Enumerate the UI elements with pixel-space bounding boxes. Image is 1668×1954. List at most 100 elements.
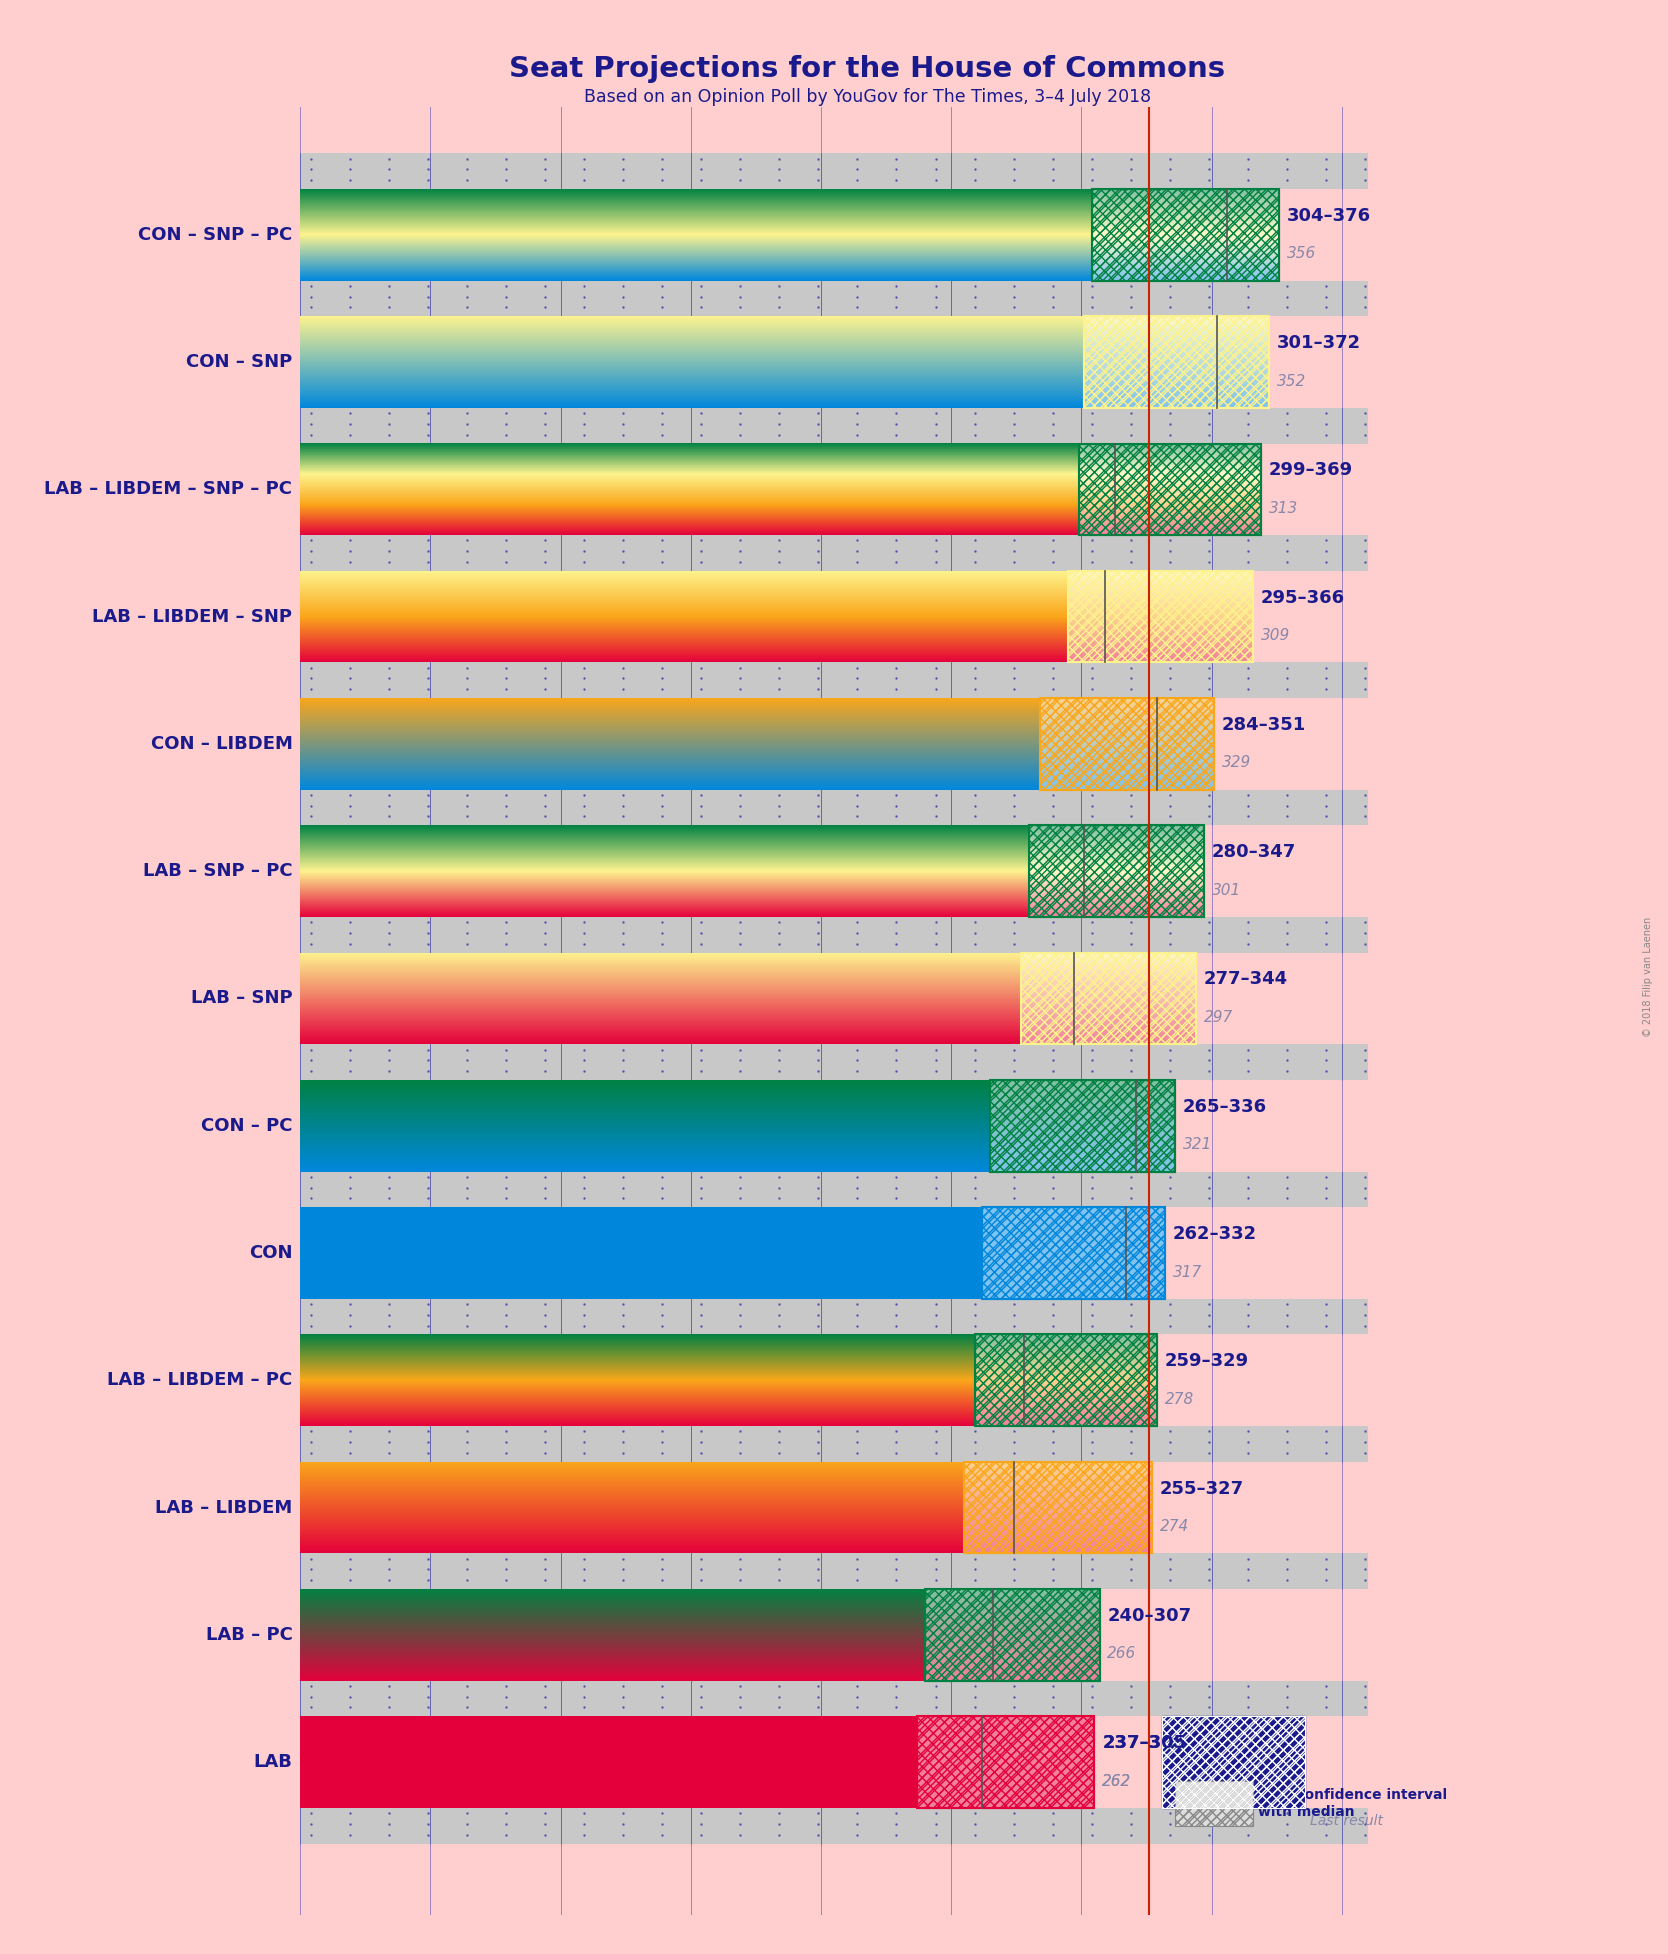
Bar [1079, 444, 1261, 535]
Text: 95% confidence interval
with median: 95% confidence interval with median [1258, 1788, 1448, 1819]
Bar [1079, 444, 1261, 535]
Text: CON: CON [249, 1245, 292, 1262]
Text: 329: 329 [1223, 756, 1251, 770]
Text: LAB – PC: LAB – PC [205, 1626, 292, 1643]
Bar [1029, 825, 1204, 916]
Bar [1039, 698, 1214, 789]
Bar [964, 1462, 1151, 1553]
Text: 274: 274 [1159, 1518, 1189, 1534]
Text: 262: 262 [1103, 1774, 1131, 1788]
Bar [300, 1680, 1368, 1716]
Text: CON – LIBDEM: CON – LIBDEM [150, 735, 292, 752]
Text: 352: 352 [1276, 373, 1306, 389]
Text: 297: 297 [1204, 1010, 1233, 1026]
Bar [1029, 825, 1204, 916]
Bar [300, 281, 1368, 317]
Bar [917, 1716, 1094, 1807]
Text: LAB – LIBDEM – PC: LAB – LIBDEM – PC [107, 1372, 292, 1389]
Text: 356: 356 [1288, 246, 1316, 262]
Bar [1084, 317, 1269, 408]
Bar [1174, 1782, 1253, 1825]
Bar [1039, 698, 1214, 789]
Text: 317: 317 [1173, 1264, 1201, 1280]
Bar [917, 1716, 1094, 1807]
Text: LAB – LIBDEM – SNP – PC: LAB – LIBDEM – SNP – PC [45, 481, 292, 498]
Bar [991, 1081, 1174, 1172]
Bar [964, 1462, 1151, 1553]
Bar [1068, 571, 1253, 662]
Bar [300, 535, 1368, 571]
Bar [982, 1208, 1164, 1299]
Text: 237–305: 237–305 [1103, 1733, 1186, 1753]
Bar [300, 152, 1368, 190]
Bar [917, 1716, 1094, 1807]
Bar [1021, 954, 1196, 1043]
Bar [926, 1589, 1099, 1680]
Text: LAB – LIBDEM: LAB – LIBDEM [155, 1499, 292, 1516]
Bar [1021, 954, 1196, 1043]
Text: 304–376: 304–376 [1288, 207, 1371, 225]
Bar [300, 1172, 1368, 1208]
Bar [1068, 571, 1253, 662]
Bar [1084, 317, 1269, 408]
Text: 280–347: 280–347 [1211, 842, 1296, 862]
Text: © 2018 Filip van Laenen: © 2018 Filip van Laenen [1643, 916, 1653, 1038]
Text: CON – PC: CON – PC [200, 1118, 292, 1135]
Bar [991, 1081, 1174, 1172]
Text: 301–372: 301–372 [1276, 334, 1361, 352]
Text: 313: 313 [1269, 500, 1298, 516]
Bar [300, 1043, 1368, 1081]
Text: 255–327: 255–327 [1159, 1479, 1244, 1497]
Text: 240–307: 240–307 [1108, 1606, 1191, 1626]
Bar [300, 1553, 1368, 1589]
Bar [982, 1208, 1164, 1299]
Bar [300, 408, 1368, 444]
Text: 237–305: 237–305 [1103, 1733, 1186, 1753]
Text: 266: 266 [1108, 1647, 1136, 1661]
Bar [300, 1299, 1368, 1335]
Bar [1029, 825, 1204, 916]
Bar [300, 916, 1368, 954]
Text: LAB: LAB [254, 1753, 292, 1770]
Bar [974, 1335, 1158, 1426]
Bar [1093, 190, 1279, 281]
Bar [974, 1335, 1158, 1426]
Text: Seat Projections for the House of Commons: Seat Projections for the House of Common… [509, 55, 1226, 82]
Text: Last result: Last result [1311, 1815, 1383, 1829]
Text: 309: 309 [1261, 627, 1291, 643]
Bar [1068, 571, 1253, 662]
Text: 321: 321 [1183, 1137, 1213, 1153]
Bar [964, 1462, 1151, 1553]
Bar [1021, 954, 1196, 1043]
Text: 262: 262 [1103, 1774, 1131, 1788]
Bar [1163, 1716, 1306, 1807]
Text: 299–369: 299–369 [1269, 461, 1353, 479]
Bar [1093, 190, 1279, 281]
Bar [926, 1589, 1099, 1680]
Text: 295–366: 295–366 [1261, 588, 1344, 606]
Text: LAB – SNP: LAB – SNP [190, 989, 292, 1008]
Bar [300, 789, 1368, 825]
Text: 259–329: 259–329 [1164, 1352, 1249, 1370]
Text: 277–344: 277–344 [1204, 971, 1288, 989]
Text: CON – SNP: CON – SNP [187, 354, 292, 371]
Text: LAB – LIBDEM – SNP: LAB – LIBDEM – SNP [92, 608, 292, 625]
Bar [1163, 1716, 1306, 1807]
Bar [300, 662, 1368, 698]
Text: 284–351: 284–351 [1223, 715, 1306, 735]
Text: 262–332: 262–332 [1173, 1225, 1256, 1243]
Bar [1084, 317, 1269, 408]
Bar [991, 1081, 1174, 1172]
Bar [974, 1335, 1158, 1426]
Bar [1093, 190, 1279, 281]
Bar [926, 1589, 1099, 1680]
Bar [300, 1426, 1368, 1462]
Text: Based on an Opinion Poll by YouGov for The Times, 3–4 July 2018: Based on an Opinion Poll by YouGov for T… [584, 88, 1151, 106]
Bar [1163, 1716, 1306, 1807]
Bar [1079, 444, 1261, 535]
Text: CON – SNP – PC: CON – SNP – PC [138, 227, 292, 244]
Bar [982, 1208, 1164, 1299]
Bar [1039, 698, 1214, 789]
Text: 301: 301 [1211, 883, 1241, 897]
Bar [1174, 1782, 1253, 1825]
